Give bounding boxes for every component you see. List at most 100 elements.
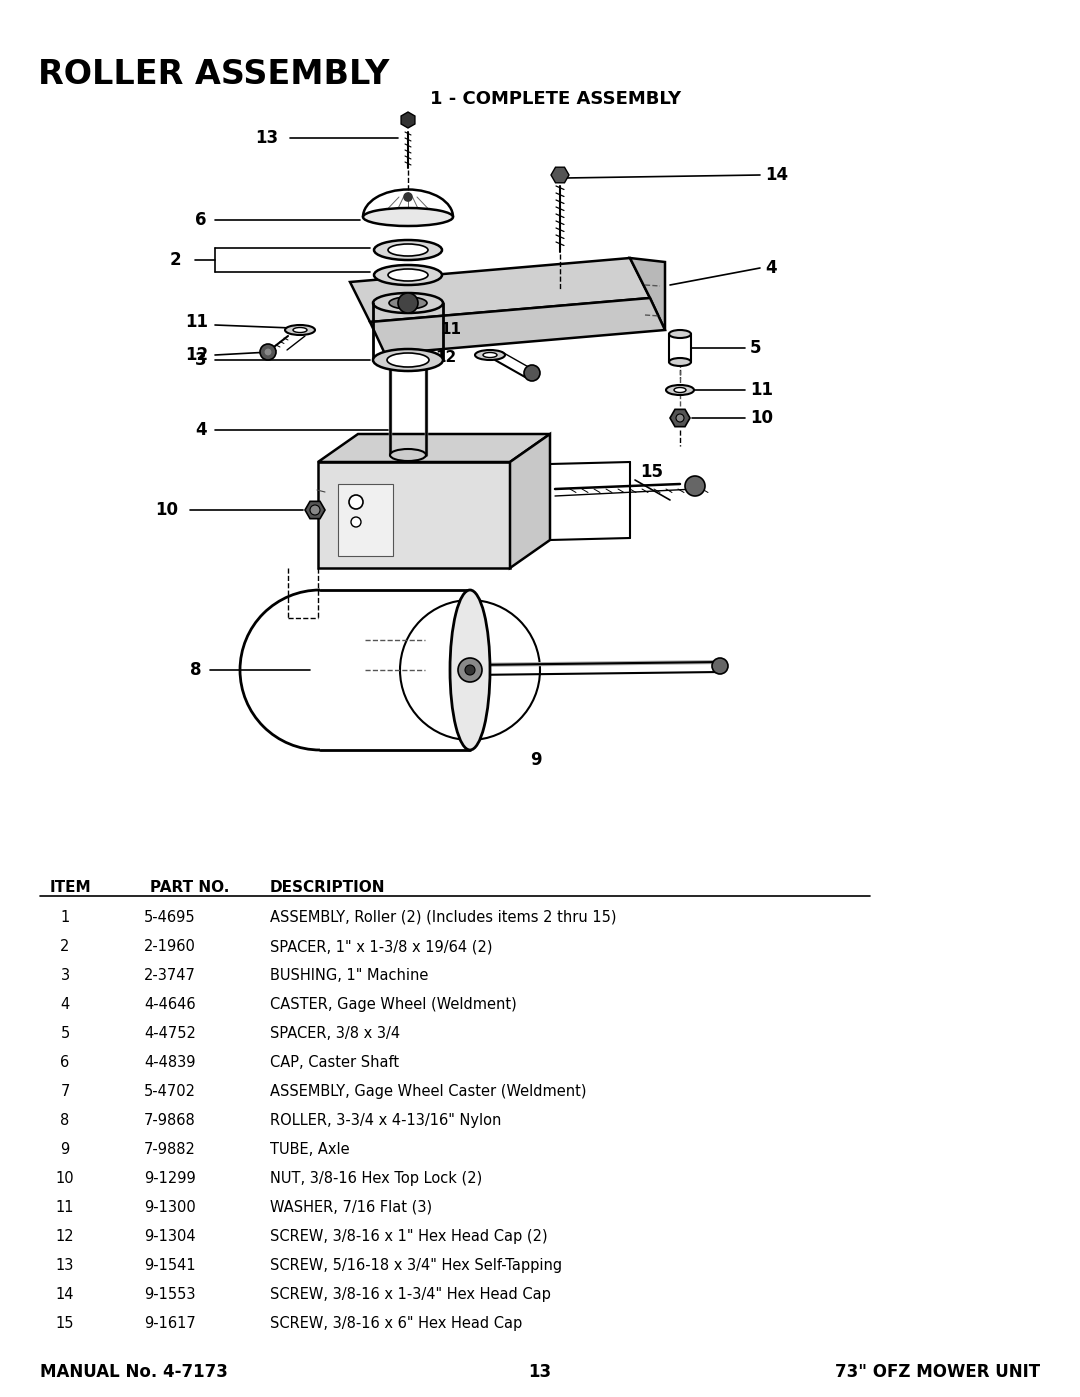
Text: 4: 4: [60, 997, 69, 1011]
Circle shape: [676, 414, 684, 422]
Ellipse shape: [669, 358, 691, 366]
Text: 15: 15: [640, 462, 663, 481]
Circle shape: [264, 348, 272, 356]
Text: 10: 10: [56, 1171, 75, 1186]
Polygon shape: [318, 434, 550, 462]
Text: 11: 11: [440, 323, 461, 338]
Text: 9: 9: [60, 1141, 69, 1157]
Circle shape: [404, 193, 411, 201]
Text: 11: 11: [750, 381, 773, 400]
Text: 73" OFZ MOWER UNIT: 73" OFZ MOWER UNIT: [835, 1363, 1040, 1382]
Text: 9-1304: 9-1304: [145, 1229, 195, 1243]
Polygon shape: [630, 258, 665, 330]
Text: 13: 13: [255, 129, 279, 147]
Text: 13: 13: [528, 1363, 552, 1382]
Text: 4-4646: 4-4646: [145, 997, 195, 1011]
Text: 5: 5: [750, 339, 761, 358]
Text: 5-4695: 5-4695: [145, 909, 195, 925]
Text: 1 - COMPLETE ASSEMBLY: 1 - COMPLETE ASSEMBLY: [430, 89, 681, 108]
Ellipse shape: [388, 244, 428, 256]
Circle shape: [310, 504, 320, 515]
Ellipse shape: [293, 327, 307, 332]
Text: 6: 6: [60, 1055, 69, 1070]
Text: 9-1300: 9-1300: [144, 1200, 195, 1215]
Text: 9-1617: 9-1617: [144, 1316, 195, 1331]
Text: PART NO.: PART NO.: [150, 880, 229, 895]
Text: 2-3747: 2-3747: [144, 968, 195, 983]
Circle shape: [458, 658, 482, 682]
Ellipse shape: [389, 298, 427, 309]
Text: 3: 3: [60, 968, 69, 983]
Ellipse shape: [666, 386, 694, 395]
Polygon shape: [510, 434, 550, 569]
Ellipse shape: [669, 330, 691, 338]
Circle shape: [685, 476, 705, 496]
Text: 12: 12: [185, 346, 208, 365]
Text: 14: 14: [56, 1287, 75, 1302]
Text: 2: 2: [170, 251, 181, 270]
Text: 9-1541: 9-1541: [145, 1259, 195, 1273]
Text: BUSHING, 1" Machine: BUSHING, 1" Machine: [270, 968, 429, 983]
Polygon shape: [370, 298, 665, 353]
Ellipse shape: [475, 351, 505, 360]
Text: 6: 6: [195, 211, 206, 229]
Text: 8: 8: [60, 1113, 69, 1127]
Text: 12: 12: [435, 351, 456, 366]
Text: SCREW, 5/16-18 x 3/4" Hex Self-Tapping: SCREW, 5/16-18 x 3/4" Hex Self-Tapping: [270, 1259, 562, 1273]
Text: CASTER, Gage Wheel (Weldment): CASTER, Gage Wheel (Weldment): [270, 997, 516, 1011]
Text: 4-4752: 4-4752: [144, 1025, 195, 1041]
Text: 15: 15: [56, 1316, 75, 1331]
Text: DESCRIPTION: DESCRIPTION: [270, 880, 386, 895]
Text: ASSEMBLY, Roller (2) (Includes items 2 thru 15): ASSEMBLY, Roller (2) (Includes items 2 t…: [270, 909, 617, 925]
Text: 10: 10: [156, 502, 178, 520]
Text: ITEM: ITEM: [50, 880, 92, 895]
Text: 11: 11: [185, 313, 208, 331]
Text: 2: 2: [60, 939, 70, 954]
Ellipse shape: [388, 270, 428, 281]
Text: 12: 12: [56, 1229, 75, 1243]
Text: ASSEMBLY, Gage Wheel Caster (Weldment): ASSEMBLY, Gage Wheel Caster (Weldment): [270, 1084, 586, 1099]
Text: 7: 7: [60, 1084, 70, 1099]
Text: SCREW, 3/8-16 x 1-3/4" Hex Head Cap: SCREW, 3/8-16 x 1-3/4" Hex Head Cap: [270, 1287, 551, 1302]
Ellipse shape: [450, 590, 490, 750]
Circle shape: [260, 344, 276, 360]
Text: 4-4839: 4-4839: [145, 1055, 195, 1070]
Text: SPACER, 1" x 1-3/8 x 19/64 (2): SPACER, 1" x 1-3/8 x 19/64 (2): [270, 939, 492, 954]
Ellipse shape: [373, 293, 443, 313]
Ellipse shape: [373, 349, 443, 372]
Text: WASHER, 7/16 Flat (3): WASHER, 7/16 Flat (3): [270, 1200, 432, 1215]
Ellipse shape: [374, 240, 442, 260]
Circle shape: [399, 293, 418, 313]
Text: ROLLER ASSEMBLY: ROLLER ASSEMBLY: [38, 59, 390, 91]
Circle shape: [712, 658, 728, 673]
Text: 5: 5: [60, 1025, 69, 1041]
Ellipse shape: [483, 352, 497, 358]
Text: 8: 8: [190, 661, 202, 679]
Text: 4: 4: [765, 258, 777, 277]
Ellipse shape: [390, 359, 426, 372]
Text: 7-9882: 7-9882: [144, 1141, 195, 1157]
Ellipse shape: [674, 387, 686, 393]
Text: 1: 1: [60, 909, 69, 925]
Text: 2-1960: 2-1960: [144, 939, 195, 954]
Text: 13: 13: [56, 1259, 75, 1273]
Text: 9-1299: 9-1299: [144, 1171, 195, 1186]
Circle shape: [524, 365, 540, 381]
Polygon shape: [350, 258, 650, 321]
Circle shape: [351, 517, 361, 527]
Text: 10: 10: [750, 409, 773, 427]
Text: 3: 3: [195, 351, 206, 369]
Text: 4: 4: [195, 420, 206, 439]
Circle shape: [349, 495, 363, 509]
Circle shape: [465, 665, 475, 675]
Text: SPACER, 3/8 x 3/4: SPACER, 3/8 x 3/4: [270, 1025, 400, 1041]
Text: NUT, 3/8-16 Hex Top Lock (2): NUT, 3/8-16 Hex Top Lock (2): [270, 1171, 483, 1186]
Text: ROLLER, 3-3/4 x 4-13/16" Nylon: ROLLER, 3-3/4 x 4-13/16" Nylon: [270, 1113, 501, 1127]
Text: 5-4702: 5-4702: [144, 1084, 195, 1099]
Text: SCREW, 3/8-16 x 1" Hex Head Cap (2): SCREW, 3/8-16 x 1" Hex Head Cap (2): [270, 1229, 548, 1243]
Polygon shape: [338, 483, 393, 556]
Ellipse shape: [390, 448, 426, 461]
Text: SCREW, 3/8-16 x 6" Hex Head Cap: SCREW, 3/8-16 x 6" Hex Head Cap: [270, 1316, 523, 1331]
Text: 9: 9: [530, 752, 542, 768]
Text: CAP, Caster Shaft: CAP, Caster Shaft: [270, 1055, 400, 1070]
